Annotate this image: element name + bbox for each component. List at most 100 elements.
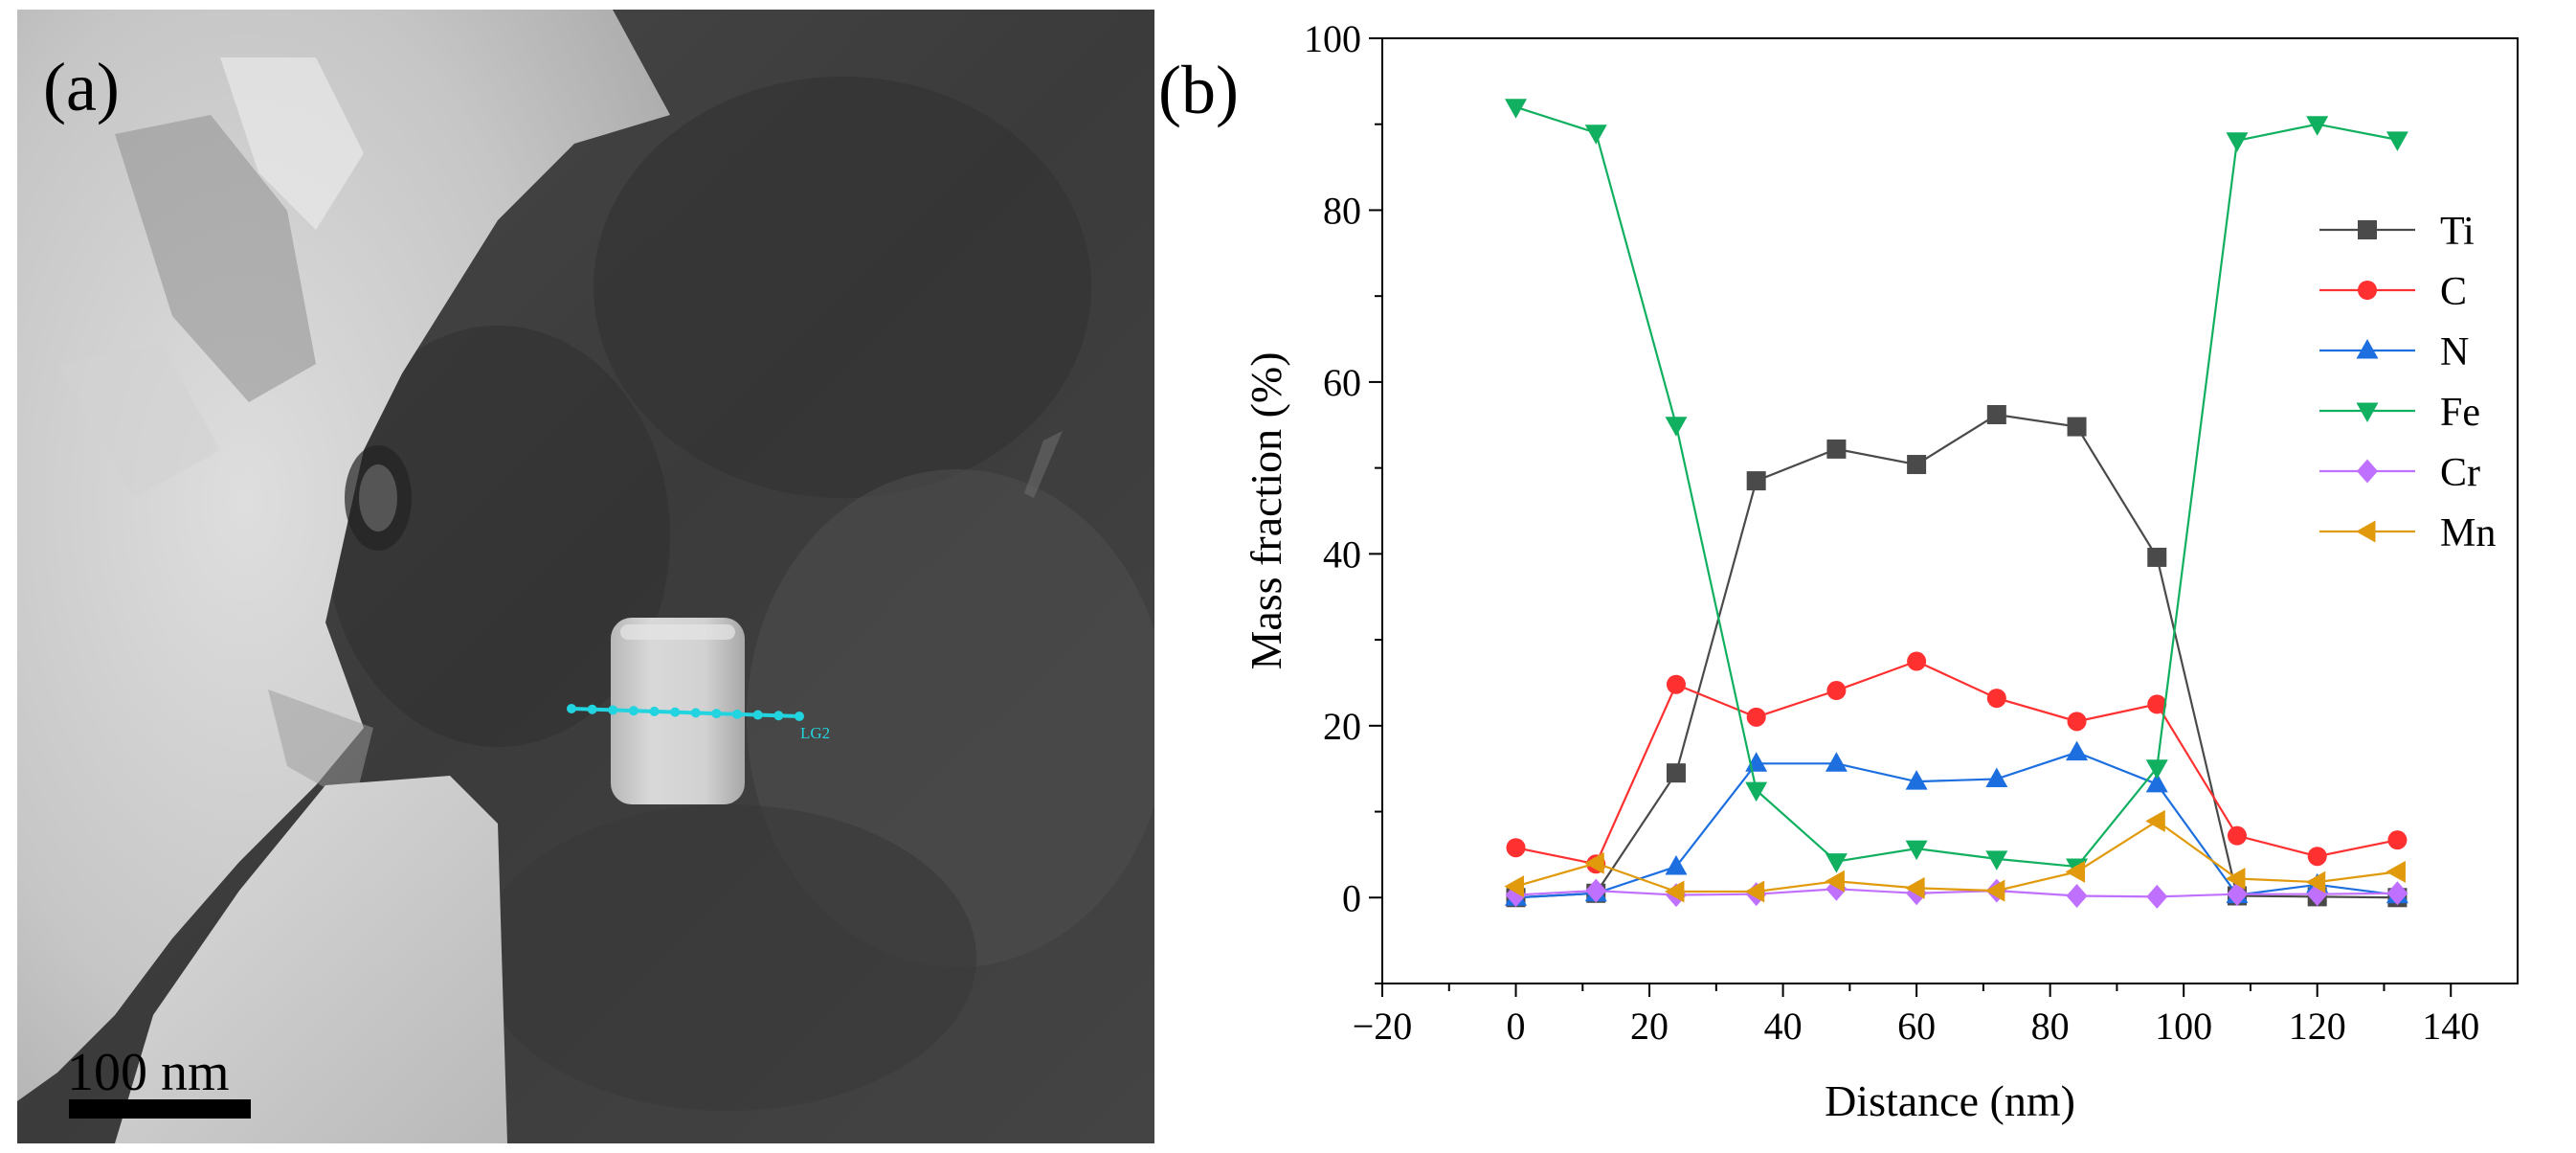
data-point-c	[2067, 712, 2087, 732]
legend-label: Fe	[2440, 391, 2480, 435]
x-tick-label: 60	[1897, 1005, 1936, 1048]
legend-label: Mn	[2440, 511, 2496, 555]
scale-bar-label: 100 nm	[67, 1043, 230, 1102]
data-point-fe	[2226, 132, 2249, 152]
y-tick-label: 20	[1323, 705, 1361, 748]
line-scan-point	[587, 704, 597, 714]
data-point-ti	[1826, 439, 1847, 459]
data-point-mn	[1504, 875, 1525, 898]
data-point-fe	[2145, 759, 2168, 780]
series-line-n	[1515, 751, 2398, 899]
data-point-mn	[2225, 868, 2246, 891]
series-line-c	[1515, 660, 2398, 866]
line-scan-point	[795, 712, 804, 721]
y-tick-label: 0	[1342, 876, 1361, 919]
data-point-mn	[1664, 880, 1685, 903]
y-tick-label: 60	[1323, 361, 1361, 404]
x-tick-label: 0	[1507, 1005, 1526, 1048]
legend-item-ti: Ti	[2319, 210, 2475, 254]
x-tick-label: 80	[2031, 1005, 2070, 1048]
lower-grain-region	[115, 776, 507, 1143]
series-line-cr	[1515, 888, 2398, 898]
panel-b-label: (b)	[1158, 52, 1239, 128]
data-point-fe	[2386, 131, 2408, 151]
line-scan-point	[649, 706, 660, 716]
data-point-cr	[2386, 881, 2408, 906]
data-point-fe	[1985, 850, 2008, 870]
line-scan-point	[752, 710, 763, 720]
series-line-mn	[1515, 820, 2398, 893]
legend-label: N	[2440, 330, 2469, 374]
series-mn	[1504, 809, 2406, 903]
data-point-c	[1826, 681, 1847, 701]
line-scan-label: LG2	[800, 724, 830, 742]
line-scan-point	[628, 706, 638, 716]
line-scan-point	[670, 707, 681, 717]
data-point-c	[1986, 689, 2006, 709]
series-ti	[1506, 405, 2408, 908]
data-point-fe	[1745, 781, 1768, 803]
legend-item-mn: Mn	[2319, 511, 2496, 555]
data-point-n	[2145, 772, 2168, 793]
data-point-c	[2387, 830, 2408, 850]
series-line-fe	[1515, 105, 2398, 869]
data-point-ti	[1986, 405, 2006, 425]
data-point-ti	[1907, 455, 1927, 475]
legend-marker	[2357, 459, 2378, 484]
data-point-mn	[2065, 860, 2086, 883]
data-point-c	[2147, 694, 2167, 714]
y-tick-label: 100	[1304, 17, 1361, 60]
line-scan-marker: LG2	[567, 704, 830, 742]
data-point-mn	[1744, 880, 1765, 903]
eds-line-profile-chart: (b) −20 0 20 40 60 80 100 120 140 0 20 40 60 80 100 Ti…	[1158, 17, 2519, 1125]
x-tick-label: −20	[1353, 1005, 1413, 1048]
data-point-n	[1825, 752, 1848, 772]
x-tick-label: 40	[1764, 1005, 1803, 1048]
data-point-mn	[2145, 809, 2165, 832]
series-cr	[1505, 876, 2408, 909]
legend-marker	[2356, 520, 2376, 543]
data-point-mn	[1825, 870, 1845, 893]
data-point-mn	[1584, 851, 1604, 874]
legend-marker	[2358, 281, 2377, 300]
series-c	[1506, 651, 2408, 874]
x-tick-label: 20	[1630, 1005, 1669, 1048]
tem-micrograph-panel: LG2 (a) 100 nm	[17, 10, 1154, 1143]
data-point-fe	[1584, 124, 1607, 145]
legend-label: C	[2440, 270, 2467, 314]
y-axis-label: Mass fraction (%)	[1242, 351, 1290, 669]
data-point-ti	[2067, 417, 2087, 437]
data-point-ti	[1666, 763, 1686, 783]
panel-a-label: (a)	[43, 49, 120, 125]
data-point-cr	[2066, 883, 2088, 908]
data-point-n	[1985, 767, 2008, 787]
data-point-fe	[1505, 99, 1528, 119]
y-tick-label: 80	[1323, 189, 1361, 232]
data-point-mn	[1905, 876, 1925, 899]
legend-item-n: N	[2319, 330, 2469, 374]
x-tick-label: 100	[2155, 1005, 2212, 1048]
data-point-c	[2227, 825, 2247, 846]
legend-label: Cr	[2440, 451, 2480, 495]
data-point-cr	[2306, 882, 2328, 907]
data-point-c	[1746, 707, 1766, 727]
series-fe	[1505, 99, 2408, 878]
data-point-n	[1665, 854, 1688, 875]
line-scan-point	[608, 705, 618, 715]
axes-frame	[1381, 37, 2519, 984]
series-line-ti	[1515, 413, 2398, 899]
y-tick-label: 40	[1323, 532, 1361, 576]
data-point-c	[2307, 847, 2327, 867]
x-tick-label: 140	[2422, 1005, 2479, 1048]
line-scan-point	[732, 709, 743, 719]
line-scan-point	[690, 708, 701, 718]
data-point-n	[1905, 770, 1928, 790]
data-point-c	[1907, 651, 1927, 671]
line-scan-point	[567, 704, 576, 713]
legend-item-fe: Fe	[2319, 391, 2480, 435]
scale-bar	[69, 1099, 251, 1119]
data-point-cr	[2226, 882, 2248, 907]
data-series	[1504, 99, 2408, 909]
data-point-c	[1506, 838, 1526, 858]
data-point-mn	[2305, 870, 2326, 893]
